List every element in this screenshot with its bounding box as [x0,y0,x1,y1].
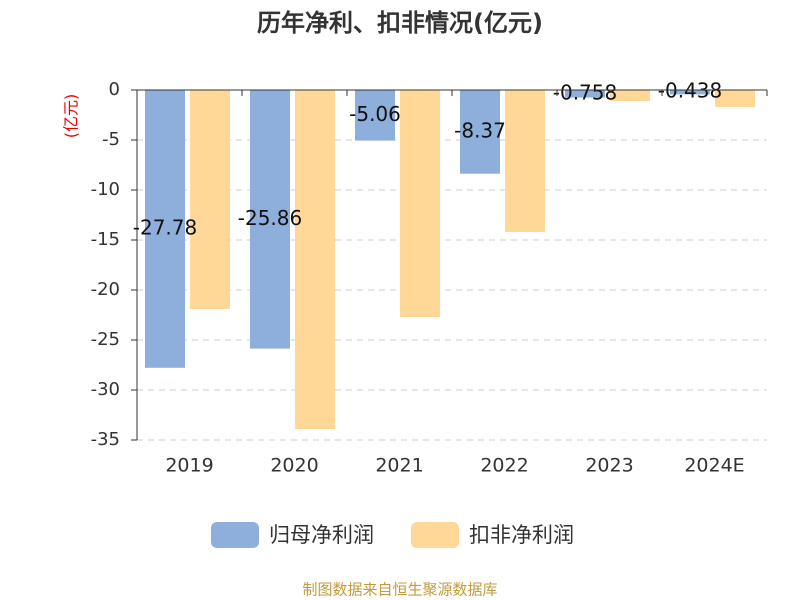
bar [250,90,290,349]
x-tick-label: 2020 [270,455,318,477]
data-label: -8.37 [454,118,506,142]
data-label: -5.06 [349,102,401,126]
y-tick-label: -5 [102,129,120,150]
bar [400,90,440,317]
data-label: -0.438 [658,79,722,103]
data-label: -0.758 [553,80,617,104]
legend-swatch [211,522,259,548]
y-tick-label: -10 [91,179,120,200]
x-tick-label: 2023 [585,455,633,477]
y-tick-label: -30 [91,379,120,400]
legend-label: 归母净利润 [269,523,374,547]
x-tick-label: 2021 [375,455,423,477]
legend-label: 扣非净利润 [469,523,574,547]
bar [460,90,500,174]
bar [505,90,545,232]
bar [670,90,710,95]
bar [715,90,755,107]
source-note: 制图数据来自恒生聚源数据库 [302,581,497,599]
x-tick-label: 2019 [165,455,213,477]
bar [565,90,605,98]
y-tick-label: 0 [109,79,120,100]
chart-title: 历年净利、扣非情况(亿元) [257,9,543,37]
bar [610,90,650,101]
bar [355,90,395,141]
y-tick-label: -35 [91,429,120,450]
y-tick-label: -25 [91,329,120,350]
x-tick-label: 2024E [684,455,744,477]
y-tick-label: -20 [91,279,120,300]
data-label: -25.86 [238,206,302,230]
data-label: -27.78 [133,215,197,239]
legend-swatch [411,522,459,548]
x-tick-label: 2022 [480,455,528,477]
bar [145,90,185,368]
bar [190,90,230,309]
bar [295,90,335,429]
y-axis-label: (亿元) [62,94,81,139]
y-tick-label: -15 [91,229,120,250]
